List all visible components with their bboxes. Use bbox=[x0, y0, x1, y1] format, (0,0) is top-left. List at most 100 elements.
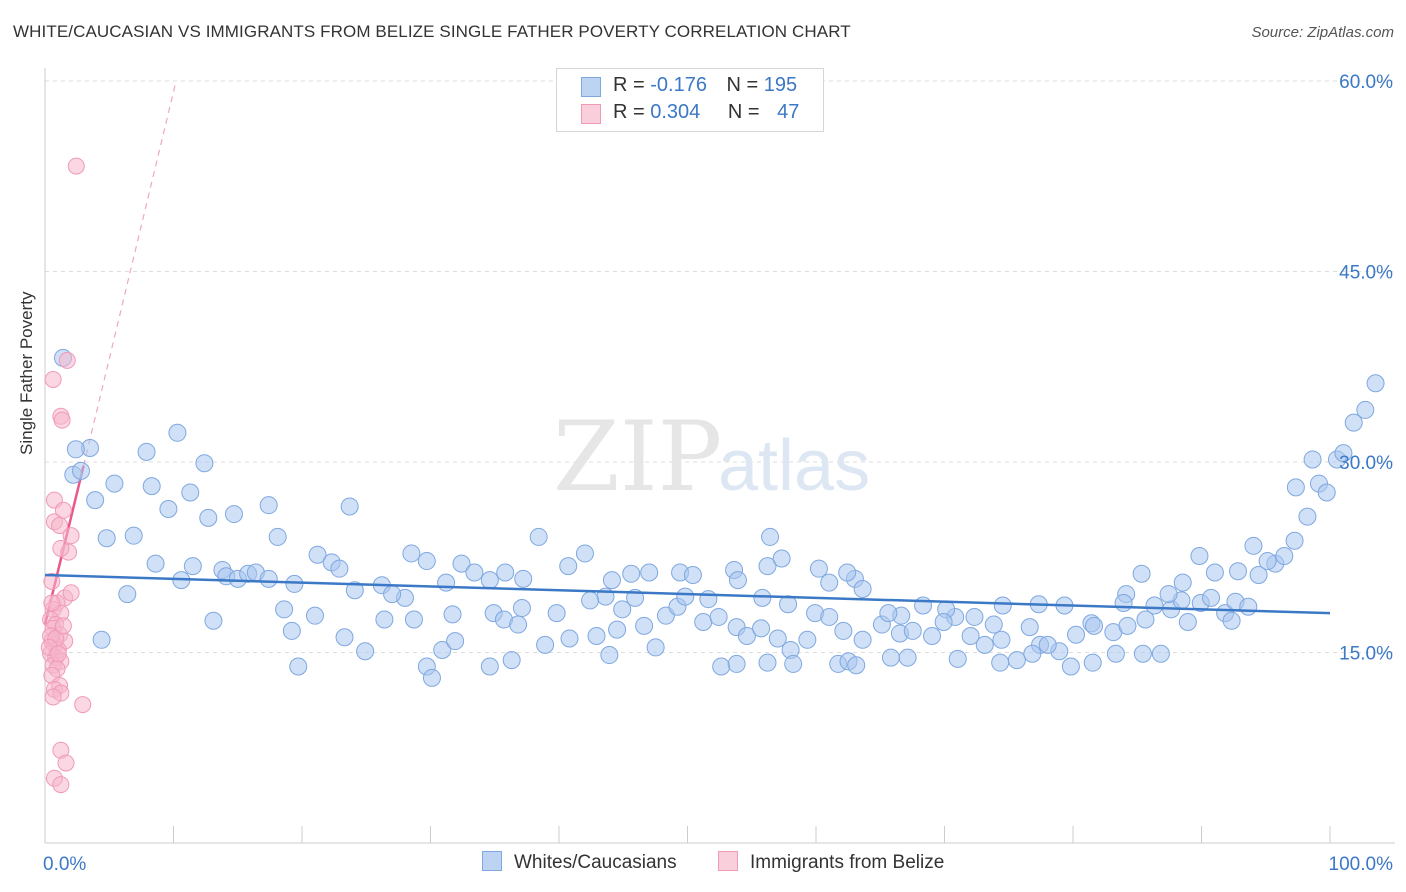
data-point-whites bbox=[779, 595, 798, 614]
data-point-whites bbox=[422, 668, 441, 687]
watermark: ZIP atlas bbox=[553, 401, 870, 513]
data-point-whites bbox=[1202, 588, 1221, 607]
data-point-whites bbox=[853, 580, 872, 598]
bottom-legend-belize: Immigrants from Belize bbox=[718, 851, 944, 874]
data-point-belize bbox=[62, 527, 80, 545]
data-point-whites bbox=[602, 571, 621, 590]
data-point-whites bbox=[443, 605, 462, 624]
data-point-whites bbox=[646, 638, 665, 657]
data-point-whites bbox=[991, 653, 1010, 672]
legend-n-label: N = bbox=[727, 101, 766, 123]
data-point-whites bbox=[404, 610, 423, 629]
data-point-whites bbox=[600, 646, 619, 665]
blue-trend-group bbox=[44, 573, 1331, 615]
bottom-legend-label-belize: Immigrants from Belize bbox=[750, 852, 945, 873]
data-point-belize bbox=[43, 594, 61, 612]
y-axis-label: Single Father Poverty bbox=[17, 291, 36, 455]
legend-n-label: N = bbox=[726, 74, 764, 96]
data-point-whites bbox=[1285, 531, 1304, 550]
data-point-whites bbox=[1298, 507, 1317, 526]
data-point-whites bbox=[1334, 444, 1353, 463]
data-point-whites bbox=[66, 440, 85, 459]
data-point-whites bbox=[345, 581, 364, 600]
data-point-belize bbox=[52, 539, 70, 557]
data-point-whites bbox=[965, 607, 984, 626]
legend-r-label: R = bbox=[613, 74, 651, 96]
bottom-legend-swatch-pink bbox=[718, 851, 738, 871]
data-point-whites bbox=[559, 557, 578, 576]
data-point-whites bbox=[712, 657, 731, 676]
data-point-whites bbox=[204, 611, 223, 630]
data-point-whites bbox=[1038, 635, 1057, 654]
data-point-whites bbox=[275, 600, 294, 619]
data-point-whites bbox=[529, 527, 548, 546]
data-point-whites bbox=[948, 649, 967, 668]
data-point-whites bbox=[1229, 562, 1248, 581]
data-point-whites bbox=[1258, 552, 1277, 571]
bottom-legend-label-whites: Whites/Caucasians bbox=[514, 852, 677, 873]
data-point-whites bbox=[195, 454, 214, 473]
data-point-whites bbox=[934, 613, 953, 632]
data-point-whites bbox=[798, 630, 817, 649]
legend-n-value: 47 bbox=[777, 101, 800, 123]
data-point-whites bbox=[838, 563, 857, 582]
data-point-whites bbox=[289, 657, 308, 676]
watermark-atlas: atlas bbox=[718, 426, 870, 506]
legend-r-label: R = bbox=[613, 101, 651, 123]
data-point-whites bbox=[772, 549, 791, 568]
trend-extension-belize bbox=[82, 80, 177, 466]
data-point-whites bbox=[305, 606, 324, 625]
data-point-whites bbox=[737, 626, 756, 645]
data-point-whites bbox=[1356, 400, 1375, 419]
data-point-whites bbox=[1061, 657, 1080, 676]
data-point-whites bbox=[728, 571, 747, 590]
data-point-whites bbox=[879, 604, 898, 623]
data-point-whites bbox=[1249, 566, 1268, 585]
data-point-whites bbox=[587, 626, 606, 645]
data-point-whites bbox=[446, 632, 465, 651]
data-point-whites bbox=[984, 615, 1003, 634]
data-point-belize bbox=[44, 688, 62, 706]
data-point-whites bbox=[496, 563, 515, 582]
data-point-whites bbox=[635, 616, 654, 635]
data-point-whites bbox=[758, 653, 777, 672]
data-point-whites bbox=[118, 585, 137, 604]
data-point-whites bbox=[1366, 374, 1385, 393]
data-point-whites bbox=[224, 505, 243, 524]
data-point-whites bbox=[356, 642, 375, 661]
data-point-whites bbox=[709, 607, 728, 626]
data-point-whites bbox=[1159, 585, 1178, 604]
data-point-belize bbox=[43, 572, 61, 590]
legend-r-value: 0.304 bbox=[650, 101, 701, 123]
data-point-whites bbox=[512, 599, 531, 618]
data-point-whites bbox=[923, 626, 942, 645]
data-point-whites bbox=[199, 508, 218, 527]
data-point-whites bbox=[105, 474, 124, 493]
data-point-whites bbox=[1173, 573, 1192, 592]
data-point-whites bbox=[308, 545, 327, 564]
data-point-whites bbox=[183, 557, 202, 576]
data-point-whites bbox=[282, 621, 301, 640]
data-point-whites bbox=[268, 527, 287, 546]
data-point-whites bbox=[335, 628, 354, 647]
data-point-whites bbox=[992, 630, 1011, 649]
data-point-whites bbox=[1190, 546, 1209, 565]
data-point-whites bbox=[259, 496, 278, 515]
data-point-whites bbox=[124, 526, 143, 545]
data-point-whites bbox=[752, 619, 771, 638]
data-point-whites bbox=[1083, 653, 1102, 672]
data-point-whites bbox=[761, 527, 780, 546]
data-point-whites bbox=[1118, 616, 1137, 635]
data-point-belize bbox=[49, 645, 67, 663]
data-point-whites bbox=[375, 610, 394, 629]
data-point-whites bbox=[142, 477, 161, 496]
trend-line-whites bbox=[44, 573, 1331, 615]
data-point-whites bbox=[1303, 450, 1322, 469]
data-point-whites bbox=[622, 564, 641, 583]
data-point-whites bbox=[809, 559, 828, 578]
data-point-whites bbox=[903, 621, 922, 640]
data-point-whites bbox=[452, 554, 471, 573]
data-point-whites bbox=[509, 615, 528, 634]
data-point-belize bbox=[44, 370, 62, 388]
data-point-whites bbox=[1023, 644, 1042, 663]
